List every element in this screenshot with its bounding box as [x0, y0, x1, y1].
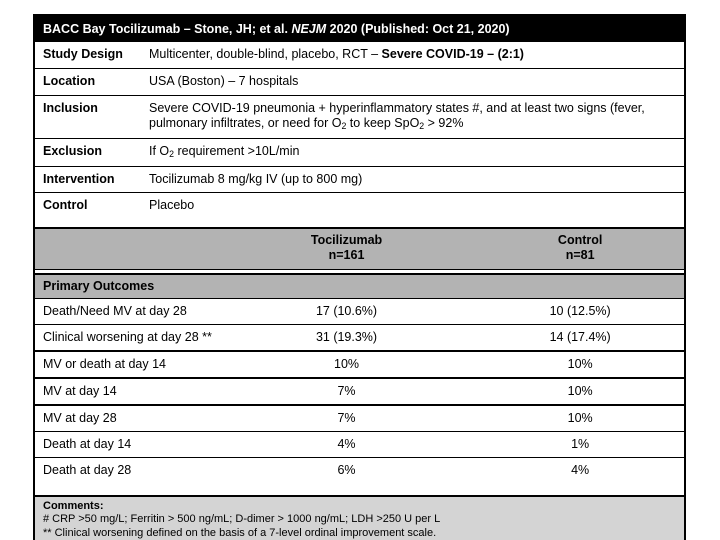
outcome-toci-value: 6%: [337, 463, 356, 477]
outcome-label: MV at day 14: [43, 384, 117, 398]
info-label: Exclusion: [43, 144, 103, 159]
info-row-location: Location USA (Boston) – 7 hospitals: [35, 68, 684, 95]
info-value: Severe COVID-19 pneumonia + hyperinflamm…: [149, 100, 645, 132]
info-value: If O2 requirement >10L/min: [149, 144, 300, 160]
outcome-toci-value: 10%: [334, 357, 360, 371]
info-row-study-design: Study Design Multicenter, double-blind, …: [35, 41, 684, 68]
info-value: Tocilizumab 8 mg/kg IV (up to 800 mg): [149, 171, 363, 186]
comments-line: ** Clinical worsening defined on the bas…: [43, 526, 437, 539]
outcome-row: MV or death at day 14 10% 10%: [35, 350, 684, 377]
outcome-row: MV at day 28 7% 10%: [35, 404, 684, 431]
outcome-control-value: 4%: [571, 463, 590, 477]
info-row-exclusion: Exclusion If O2 requirement >10L/min: [35, 138, 684, 165]
outcome-label: Death at day 28: [43, 463, 132, 477]
outcome-control-value: 10%: [567, 357, 593, 371]
outcome-row: Clinical worsening at day 28 ** 31 (19.3…: [35, 324, 684, 350]
outcome-label: MV at day 28: [43, 411, 117, 425]
outcome-toci-value: 4%: [337, 437, 356, 451]
outcome-control-value: 1%: [571, 437, 590, 451]
outcome-control-value: 10 (12.5%): [549, 304, 611, 318]
info-label: Location: [43, 74, 96, 88]
outcome-toci-value: 31 (19.3%): [315, 330, 378, 344]
section-header-primary-outcomes: Primary Outcomes: [35, 273, 684, 298]
info-label: Intervention: [43, 171, 115, 186]
column-n: n=161: [328, 248, 365, 263]
outcome-label: MV or death at day 14: [43, 357, 166, 371]
info-row-inclusion: Inclusion Severe COVID-19 pneumonia + hy…: [35, 94, 684, 139]
outcome-toci-value: 7%: [337, 384, 356, 398]
outcome-toci-value: 17 (10.6%): [315, 304, 378, 318]
column-header-control: Control n=81: [476, 233, 684, 264]
comments-title: Comments:: [43, 500, 104, 512]
info-label: Study Design: [43, 47, 123, 62]
info-row-control: Control Placebo: [35, 192, 684, 227]
info-row-intervention: Intervention Tocilizumab 8 mg/kg IV (up …: [35, 165, 684, 193]
outcome-row: Death at day 28 6% 4%: [35, 457, 684, 495]
outcome-row: MV at day 14 7% 10%: [35, 377, 684, 404]
column-name: Control: [557, 232, 603, 247]
info-label: Inclusion: [43, 100, 98, 115]
column-name: Tocilizumab: [310, 232, 383, 247]
column-header-band: Tocilizumab n=161 Control n=81: [35, 226, 684, 269]
column-header-empty: [35, 233, 217, 264]
divider: [35, 269, 684, 273]
info-value: Multicenter, double-blind, placebo, RCT …: [149, 47, 524, 62]
column-n: n=81: [565, 248, 595, 263]
outcome-label: Clinical worsening at day 28 **: [43, 330, 212, 344]
outcome-control-value: 10%: [567, 384, 593, 398]
outcome-control-value: 14 (17.4%): [549, 330, 611, 344]
info-value: Placebo: [149, 198, 195, 213]
outcome-label: Death at day 14: [43, 437, 132, 451]
comments-section: Comments: # CRP >50 mg/L; Ferritin > 500…: [35, 495, 684, 540]
study-title-bar: BACC Bay Tocilizumab – Stone, JH; et al.…: [35, 16, 684, 42]
outcome-toci-value: 7%: [337, 411, 356, 425]
info-label: Control: [43, 198, 88, 213]
outcome-row: Death/Need MV at day 28 17 (10.6%) 10 (1…: [35, 298, 684, 324]
column-header-tocilizumab: Tocilizumab n=161: [217, 233, 477, 264]
outcome-row: Death at day 14 4% 1%: [35, 431, 684, 457]
study-summary-table: BACC Bay Tocilizumab – Stone, JH; et al.…: [33, 14, 686, 540]
info-value: USA (Boston) – 7 hospitals: [149, 74, 299, 88]
outcome-control-value: 10%: [567, 411, 593, 425]
comments-line: # CRP >50 mg/L; Ferritin > 500 ng/mL; D-…: [43, 513, 441, 526]
outcome-label: Death/Need MV at day 28: [43, 304, 187, 318]
